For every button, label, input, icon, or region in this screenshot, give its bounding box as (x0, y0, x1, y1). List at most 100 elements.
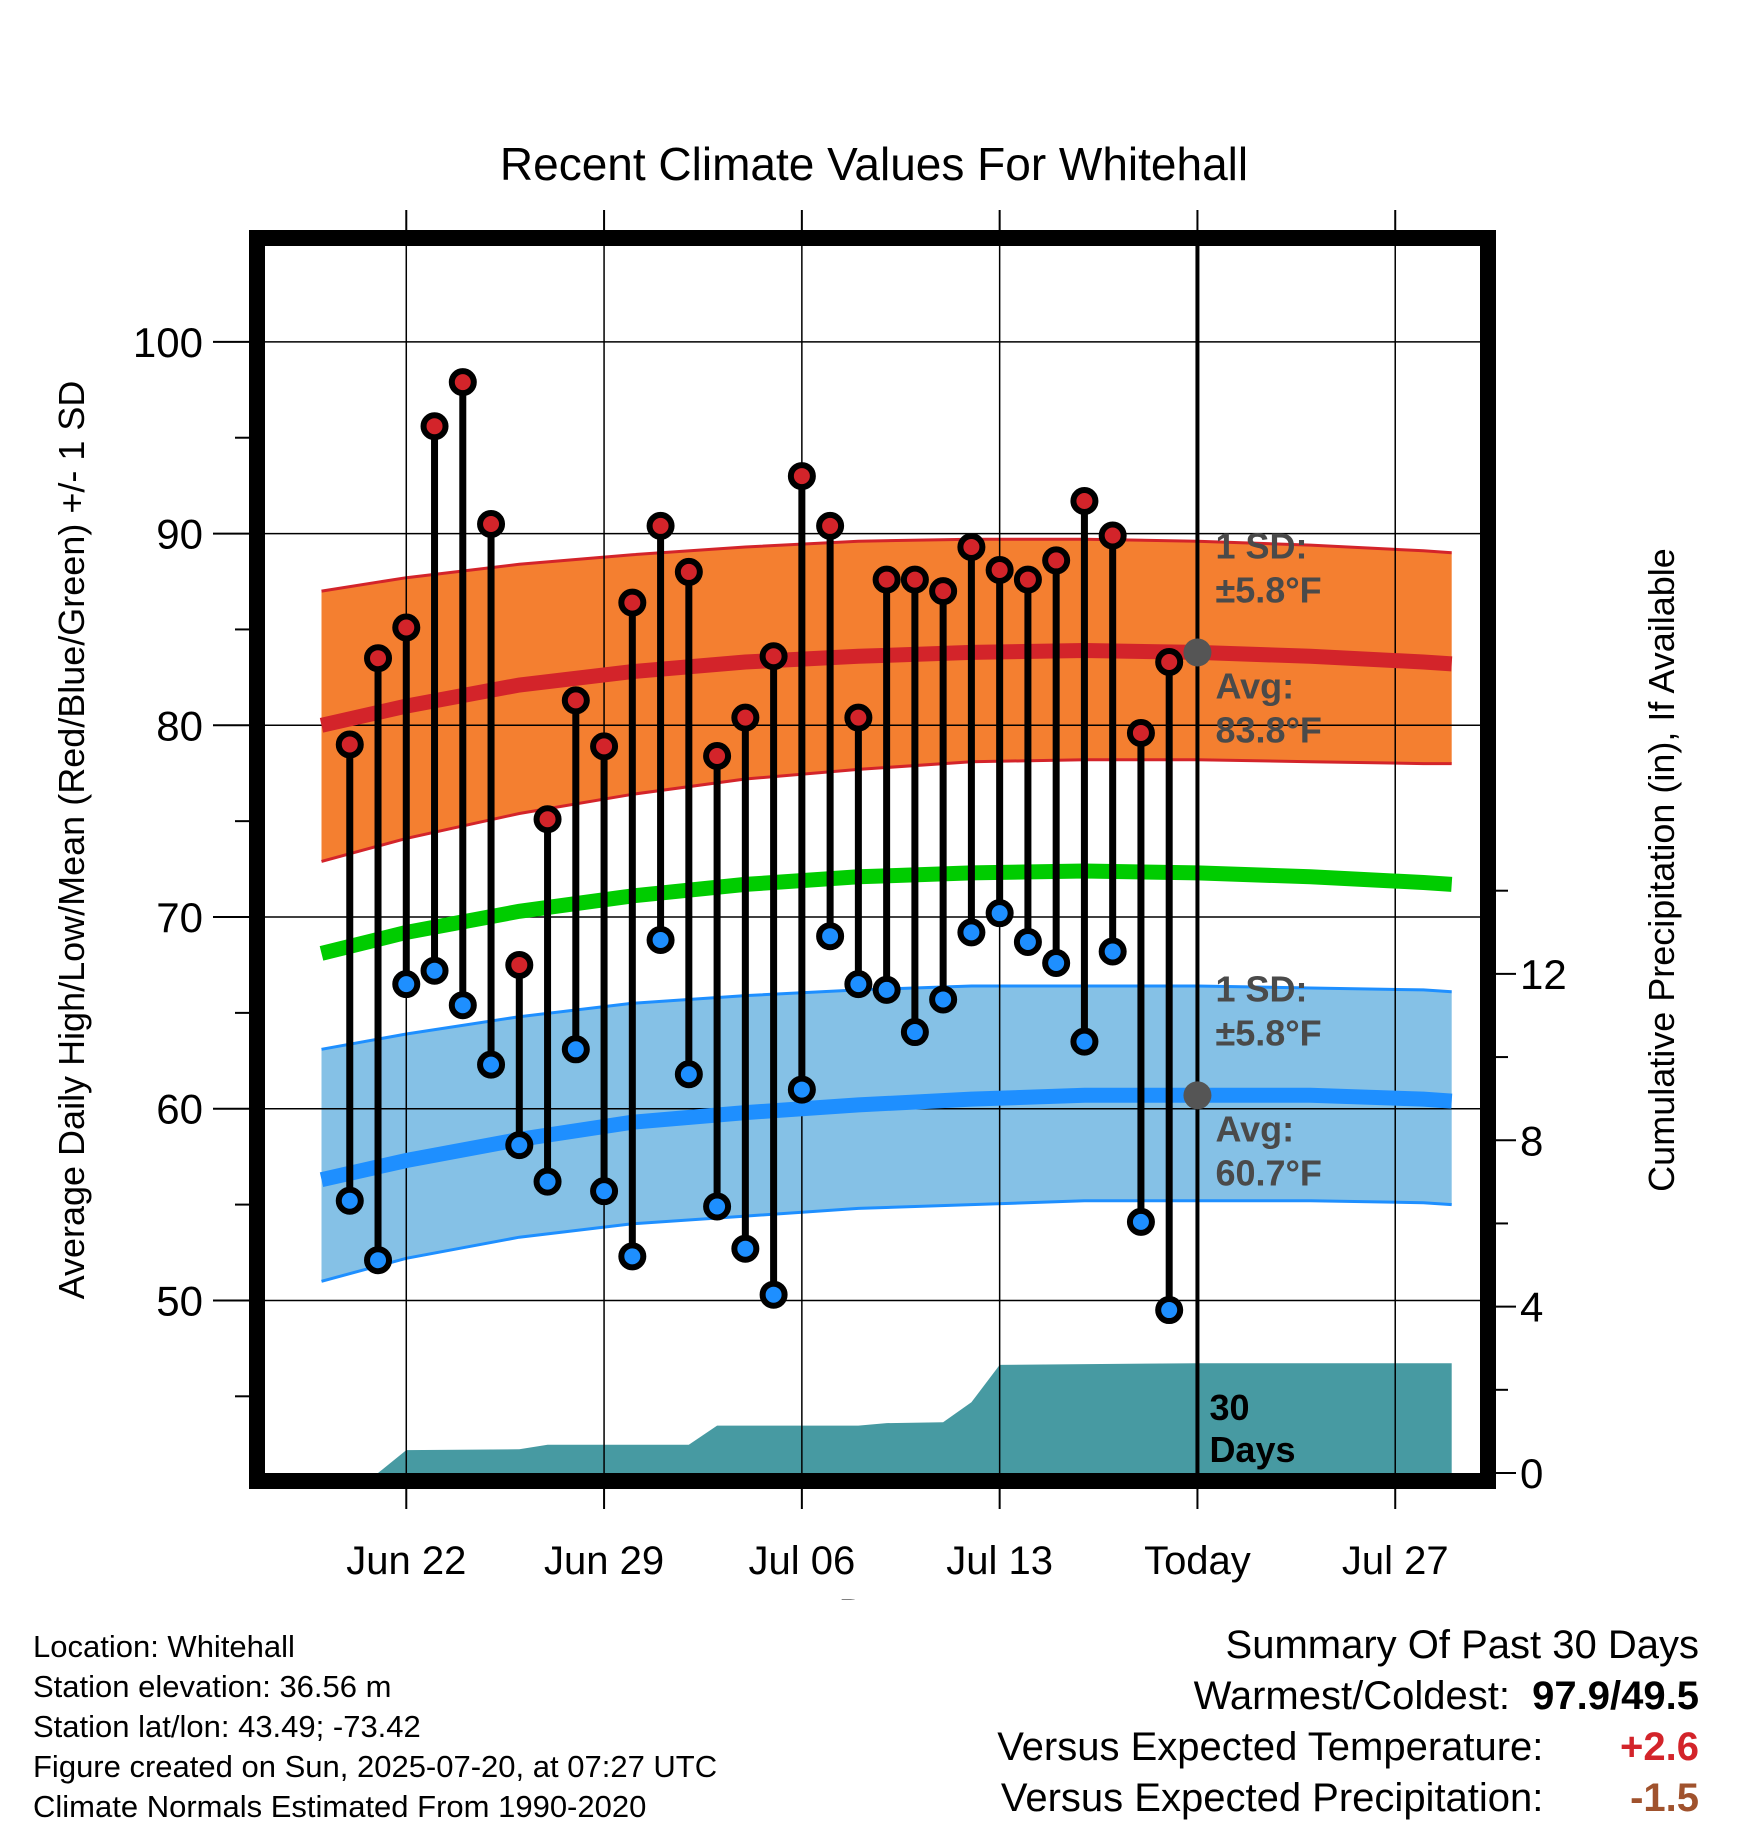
y-tick-label: 100 (133, 319, 203, 366)
daily-high-point (1126, 718, 1155, 747)
location-text: Location: Whitehall (33, 1629, 295, 1664)
high-avg-value: 83.8°F (1215, 710, 1321, 751)
today-high-avg-marker (1183, 638, 1212, 667)
daily-low-point (1013, 927, 1042, 956)
daily-low-point (448, 991, 477, 1020)
daily-low-point (929, 985, 958, 1014)
daily-high-point (900, 565, 929, 594)
daily-low-point (505, 1131, 534, 1160)
summary-panel: Summary Of Past 30 Days Warmest/Coldest:… (997, 1620, 1699, 1824)
daily-high-point (505, 950, 534, 979)
daily-low-point (420, 956, 449, 985)
daily-low-point (787, 1075, 816, 1104)
daily-low-point (957, 918, 986, 947)
y2-axis-label: Cumulative Precipitation (in), If Availa… (1641, 548, 1682, 1192)
plot-frame (249, 230, 1496, 1489)
daily-high-point (1013, 565, 1042, 594)
daily-high-point (731, 703, 760, 732)
x-tick-label: Jun 29 (544, 1539, 664, 1583)
daily-low-point (392, 970, 421, 999)
daily-high-point (929, 577, 958, 606)
daily-low-point (674, 1060, 703, 1089)
y-tick-label: 90 (156, 511, 203, 558)
summary-title: Summary Of Past 30 Days (1225, 1623, 1699, 1667)
daily-high-point (561, 686, 590, 715)
daily-high-point (1155, 648, 1184, 677)
daily-high-point (985, 556, 1014, 585)
daily-high-point (957, 532, 986, 561)
daily-high-point (618, 588, 647, 617)
temp-departure-row: Versus Expected Temperature: +2.6 (997, 1722, 1699, 1773)
x-tick-label: Jul 13 (946, 1539, 1053, 1583)
daily-low-point (844, 970, 873, 999)
latlon-text: Station lat/lon: 43.49; -73.42 (33, 1709, 421, 1744)
daily-low-point (646, 926, 675, 955)
daily-low-point (1042, 949, 1071, 978)
daily-high-point (1098, 521, 1127, 550)
high-sd-upper-line (321, 537, 1452, 593)
y2-tick-label: 0 (1520, 1450, 1543, 1497)
normals-text: Climate Normals Estimated From 1990-2020 (33, 1789, 647, 1824)
low-avg-line (319, 1087, 1453, 1188)
daily-low-point (618, 1242, 647, 1271)
warmest-coldest-value: 97.9/49.5 (1532, 1674, 1699, 1718)
y-axis-label: Average Daily High/Low/Mean (Red/Blue/Gr… (51, 381, 92, 1300)
daily-high-point (703, 741, 732, 770)
y-tick-label: 50 (156, 1277, 203, 1324)
chart-title: Recent Climate Values For Whitehall (500, 138, 1248, 190)
daily-low-point (1126, 1207, 1155, 1236)
daily-high-point (477, 509, 506, 538)
daily-low-point (872, 975, 901, 1004)
high-avg-title: Avg: (1215, 665, 1294, 706)
precip-departure-row: Versus Expected Precipitation: -1.5 (997, 1773, 1699, 1824)
low-sd-lower-line (321, 1199, 1452, 1283)
daily-high-point (448, 368, 477, 397)
period-label-line2: Days (1209, 1429, 1295, 1470)
daily-low-point (533, 1167, 562, 1196)
daily-high-point (420, 412, 449, 441)
y2-tick-label: 4 (1520, 1284, 1543, 1331)
daily-high-point (1042, 546, 1071, 575)
daily-high-point (787, 462, 816, 491)
axes: 50 60 70 80 90 100 0 4 8 12 Jun 22 Jun 29 Jul 06 Jul … (133, 210, 1567, 1583)
daily-high-point (364, 644, 393, 673)
temp-departure-label: Versus Expected Temperature: (997, 1725, 1544, 1769)
daily-low-point (985, 899, 1014, 928)
daily-high-point (590, 732, 619, 761)
daily-high-point (759, 642, 788, 671)
period-label-line1: 30 (1209, 1387, 1249, 1428)
precip-departure-label: Versus Expected Precipitation: (1000, 1776, 1544, 1820)
daily-high-point (533, 805, 562, 834)
daily-high-point (392, 613, 421, 642)
today-low-avg-marker (1183, 1081, 1212, 1110)
y-tick-label: 60 (156, 1086, 203, 1133)
daily-high-point (335, 730, 364, 759)
daily-high-point (674, 557, 703, 586)
daily-low-point (335, 1186, 364, 1215)
daily-low-point (759, 1280, 788, 1309)
daily-low-point (590, 1177, 619, 1206)
x-tick-label: Jul 06 (748, 1539, 855, 1583)
daily-high-point (844, 703, 873, 732)
daily-low-point (816, 922, 845, 951)
high-sd-title: 1 SD: (1215, 526, 1307, 567)
daily-low-point (731, 1234, 760, 1263)
daily-low-point (477, 1050, 506, 1079)
station-info: Location: Whitehall Station elevation: 3… (33, 1627, 717, 1827)
daily-high-point (816, 511, 845, 540)
y-tick-label: 80 (156, 702, 203, 749)
x-tick-label: Jun 22 (346, 1539, 466, 1583)
low-sd-value: ±5.8°F (1215, 1012, 1321, 1053)
daily-high-point (872, 565, 901, 594)
y2-tick-label: 8 (1520, 1117, 1543, 1164)
daily-low-point (561, 1035, 590, 1064)
created-text: Figure created on Sun, 2025-07-20, at 07… (33, 1749, 718, 1784)
low-avg-value: 60.7°F (1215, 1152, 1321, 1193)
daily-low-point (1098, 937, 1127, 966)
low-avg-title: Avg: (1215, 1108, 1294, 1149)
x-tick-label: Today (1144, 1539, 1251, 1583)
climate-chart: Recent Climate Values For Whitehall 1 SD… (51, 138, 1682, 1600)
temp-departure-value: +2.6 (1620, 1725, 1699, 1769)
